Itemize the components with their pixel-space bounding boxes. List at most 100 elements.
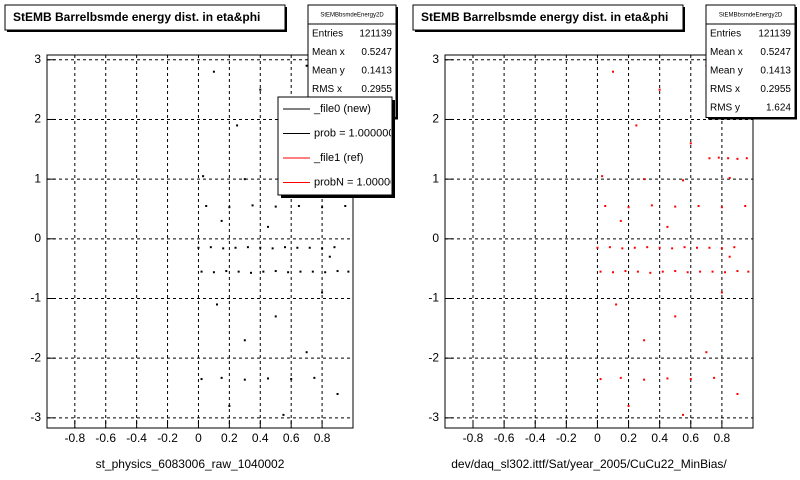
stats-label: RMS x <box>710 84 740 95</box>
y-tick-label: 0 <box>432 231 439 245</box>
point <box>736 392 739 395</box>
point <box>713 376 716 379</box>
point <box>689 378 692 381</box>
point <box>682 413 684 416</box>
point <box>321 206 324 209</box>
x-tick-label: 0 <box>594 431 601 445</box>
point <box>324 271 327 274</box>
y-tick-label: 2 <box>432 112 439 126</box>
x-tick-label: -0.2 <box>556 431 577 445</box>
point <box>228 206 231 209</box>
point <box>619 219 622 222</box>
point <box>708 157 711 160</box>
point <box>689 142 692 145</box>
point <box>282 413 285 416</box>
y-tick-label: -2 <box>30 350 41 364</box>
point <box>666 377 669 380</box>
point <box>274 205 277 208</box>
point <box>305 64 308 67</box>
point <box>267 377 269 380</box>
point <box>636 270 639 273</box>
point <box>200 270 203 273</box>
point <box>635 124 638 127</box>
stats-value: 0.5247 <box>361 47 392 58</box>
point <box>658 88 661 91</box>
point <box>682 179 684 182</box>
stats-title: StEMBbsmdeEnergy2D <box>320 13 384 19</box>
stats-value: 0.1413 <box>760 66 791 77</box>
point <box>627 404 630 407</box>
point <box>274 315 277 318</box>
point <box>321 247 324 250</box>
x-tick-label: -0.8 <box>64 431 85 445</box>
legend-label: prob = 1.000000 <box>314 127 394 139</box>
stats-label: Mean x <box>710 47 743 58</box>
point <box>271 247 274 250</box>
point <box>296 246 299 249</box>
point <box>216 303 218 306</box>
point <box>200 378 203 381</box>
x-tick-label: 0.8 <box>714 431 731 445</box>
point <box>313 376 316 379</box>
point <box>683 246 686 249</box>
point <box>311 270 314 273</box>
legend-label: probN = 1.000000 <box>314 176 402 188</box>
y-tick-label: -1 <box>428 291 439 305</box>
point <box>347 270 350 273</box>
point <box>259 246 262 249</box>
point <box>666 225 669 228</box>
point <box>601 175 604 178</box>
chart-title: StEMB Barrelbsmde energy dist. in eta&ph… <box>13 10 260 24</box>
x-tick-label: 0.6 <box>682 431 699 445</box>
point <box>333 246 336 249</box>
stats-label: Entries <box>710 29 741 40</box>
x-axis-title: st_physics_6083006_raw_1040002 <box>96 457 285 471</box>
x-axis-title: dev/daq_sl302.ittf/Sat/year_2005/CuCu22_… <box>451 457 727 471</box>
point <box>615 303 618 306</box>
point <box>643 339 646 342</box>
point <box>736 270 739 273</box>
stats-value: 0.2955 <box>361 84 392 95</box>
point <box>649 271 652 274</box>
y-tick-label: 3 <box>432 52 439 66</box>
point <box>705 351 708 354</box>
point <box>643 178 646 181</box>
point <box>697 204 700 207</box>
point <box>220 376 223 379</box>
point <box>604 204 607 207</box>
point <box>599 270 602 273</box>
point <box>727 157 730 160</box>
point <box>699 270 702 273</box>
point <box>297 204 300 207</box>
point <box>202 175 205 178</box>
y-tick-label: 1 <box>432 171 439 185</box>
point <box>262 270 265 273</box>
x-tick-label: -0.6 <box>95 431 116 445</box>
stats-value: 121139 <box>758 29 791 40</box>
stats-label: RMS y <box>710 103 740 114</box>
point <box>328 255 331 258</box>
point <box>696 246 698 249</box>
x-tick-label: 0.4 <box>252 431 269 445</box>
stats-value: 121139 <box>359 29 392 40</box>
point <box>608 246 611 249</box>
y-tick-label: -1 <box>30 291 41 305</box>
point <box>205 204 208 207</box>
point <box>246 246 249 249</box>
point <box>305 351 308 354</box>
point <box>720 206 723 209</box>
point <box>612 70 614 73</box>
point <box>686 271 689 274</box>
point <box>237 270 240 273</box>
x-tick-label: -0.6 <box>494 431 515 445</box>
y-tick-label: -3 <box>428 410 439 424</box>
point <box>236 124 239 127</box>
point <box>646 246 649 249</box>
point <box>671 247 674 250</box>
point <box>728 255 731 258</box>
point <box>661 270 664 273</box>
frame <box>444 54 754 429</box>
title-box <box>412 4 684 31</box>
point <box>212 271 215 274</box>
stats-label: RMS x <box>312 84 342 95</box>
